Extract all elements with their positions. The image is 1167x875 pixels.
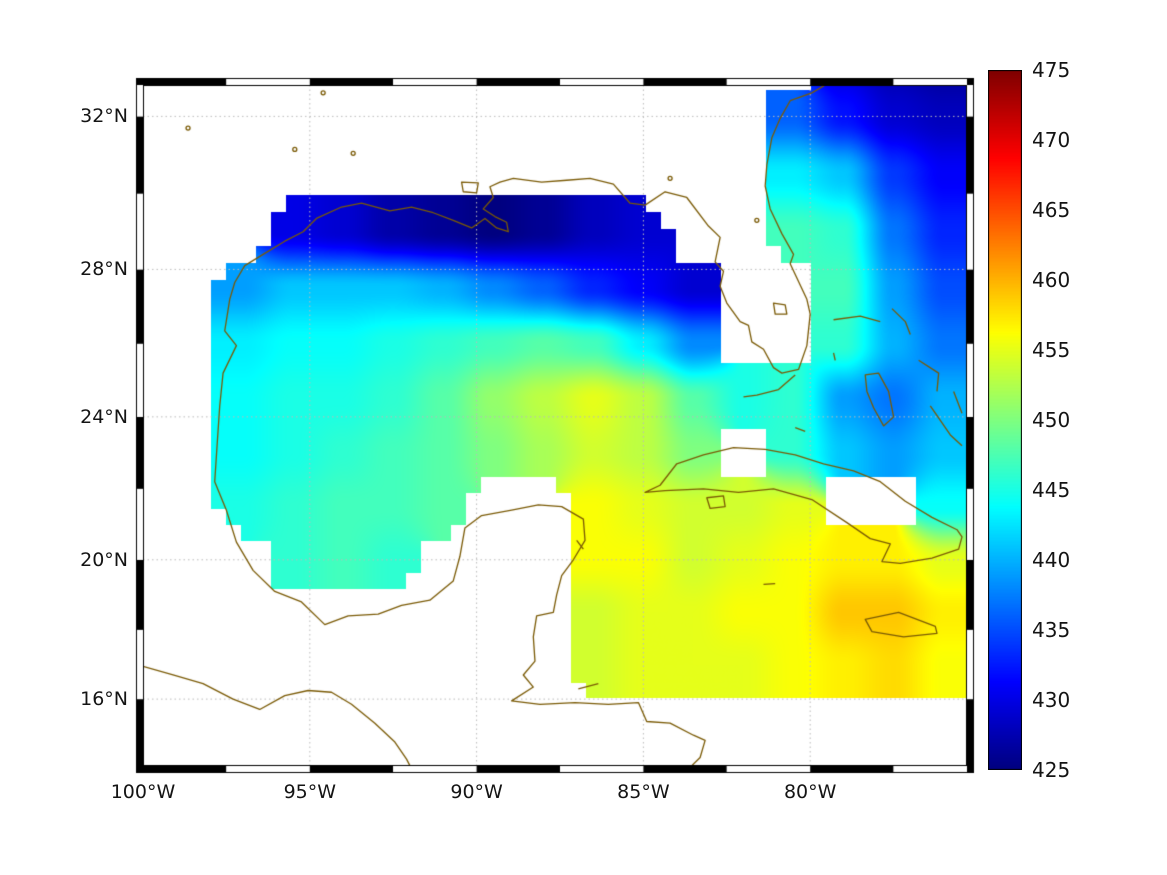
y-tick-label: 32°N [80,105,128,128]
y-tick-label: 16°N [80,688,128,711]
colorbar-tick-label: 440 [1032,548,1071,572]
y-tick-label: 28°N [80,258,128,281]
y-tick-label: 20°N [80,548,128,571]
colorbar-tick-label: 460 [1032,268,1071,292]
colorbar-tick-label: 430 [1032,688,1071,712]
colorbar-tick-label: 425 [1032,758,1071,782]
x-tick-label: 80°W [783,781,837,803]
colorbar-tick-label: 470 [1032,128,1071,152]
colorbar-tick-label: 465 [1032,198,1071,222]
x-tick-label: 100°W [110,781,176,803]
x-tick-label: 85°W [617,781,670,803]
x-tick-label: 90°W [450,781,503,803]
colorbar-tick-label: 450 [1032,408,1071,432]
colorbar-tick-label: 445 [1032,478,1071,502]
x-tick-label: 95°W [283,781,337,803]
colorbar-tick-label: 455 [1032,338,1071,362]
colorbar-tick-label: 435 [1032,618,1071,642]
y-tick-label: 24°N [80,405,128,428]
colorbar-tick-label: 475 [1032,58,1071,82]
colorbar-gradient [988,70,1022,770]
